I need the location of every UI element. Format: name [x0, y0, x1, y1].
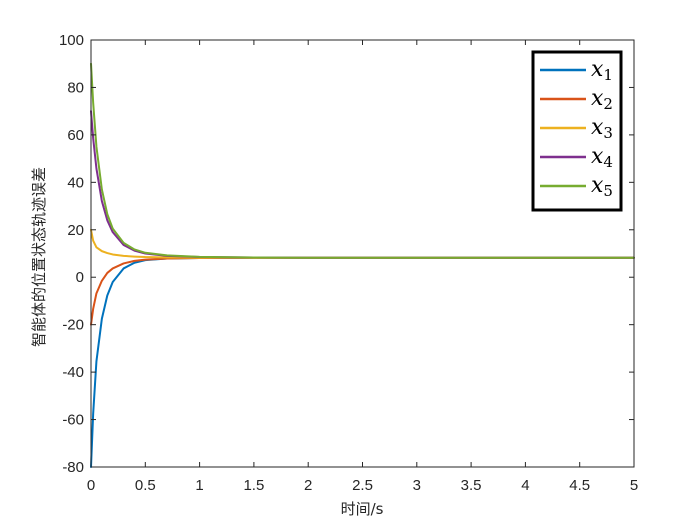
x-axis-label: 时间/s — [341, 500, 384, 518]
y-tick-label: -80 — [62, 459, 84, 476]
y-tick-label: -40 — [62, 364, 84, 381]
series-layer — [90, 62, 635, 468]
x-tick-label: 1.5 — [243, 477, 264, 494]
y-tick-label: -60 — [62, 412, 84, 429]
x-tick-label: 3 — [413, 477, 421, 494]
y-tick-label: 80 — [67, 79, 84, 96]
y-tick-label: 100 — [59, 32, 84, 49]
legend-box — [531, 50, 623, 212]
y-axis-label: 智能体的位置状态轨迹误差 — [30, 167, 48, 347]
axes-layer: 0 0.5 1 1.5 2 2.5 3 3.5 4 4.5 5 -80 -60 -40 -20 0 20 40 60… — [59, 32, 638, 494]
series-line-x5 — [90, 62, 635, 259]
y-tick-label: 0 — [76, 269, 84, 286]
x-tick-label: 2 — [304, 477, 312, 494]
x-tick-label: 5 — [630, 477, 638, 494]
y-tick-label: 60 — [67, 127, 84, 144]
legend-label-x1: x1 — [591, 57, 613, 84]
legend-label-x4: x4 — [591, 144, 613, 171]
x-tick-label: 1 — [195, 477, 203, 494]
legend-label-x2: x2 — [591, 86, 613, 113]
x-tick-label: 4 — [521, 477, 529, 494]
x-tick-label: 4.5 — [569, 477, 590, 494]
x-tick-label: 0.5 — [135, 477, 156, 494]
x-tick-label: 0 — [87, 477, 95, 494]
legend-label-x3: x3 — [591, 115, 613, 142]
y-tick-label: 40 — [67, 174, 84, 191]
legend-label-x5: x5 — [591, 173, 613, 200]
x-tick-label: 3.5 — [461, 477, 482, 494]
y-tick-label: -20 — [62, 317, 84, 334]
y-tick-label: 20 — [67, 222, 84, 239]
x-tick-label: 2.5 — [352, 477, 373, 494]
